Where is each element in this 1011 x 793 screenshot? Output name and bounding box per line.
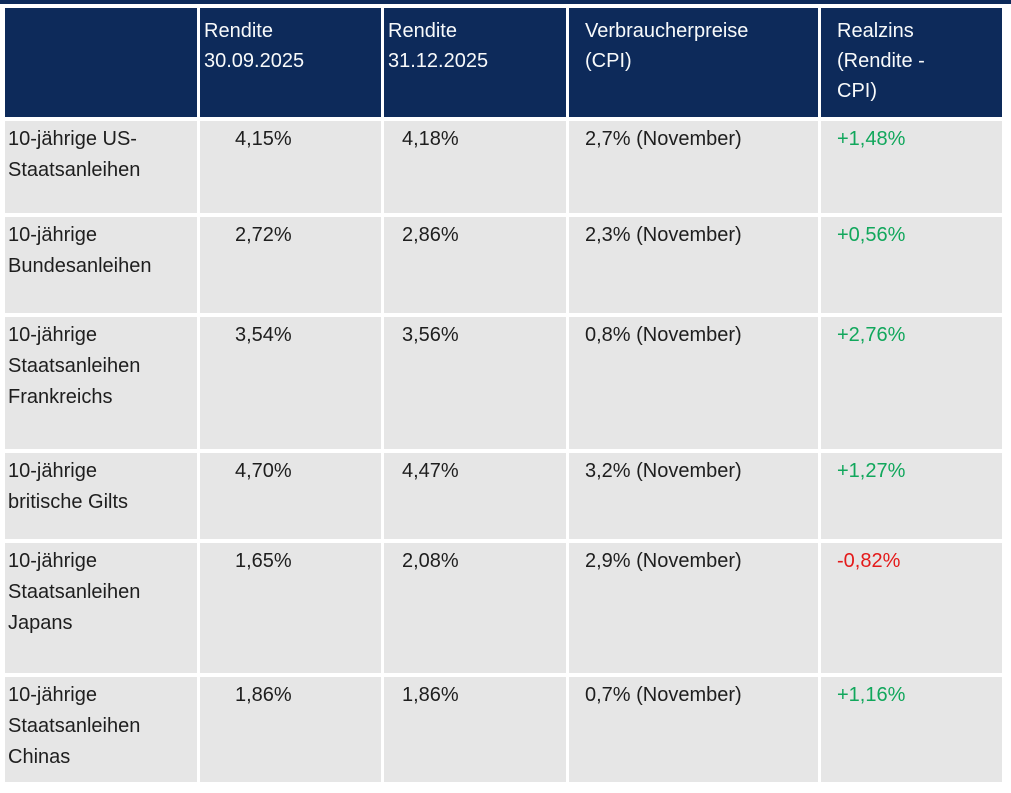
realzins-value: +1,48%: [821, 121, 1002, 213]
rendite-dec-value: 1,86%: [384, 677, 566, 782]
rendite-sept-value: 1,86%: [200, 677, 381, 782]
rendite-dec-value: 4,47%: [384, 453, 566, 539]
header-row: Rendite 30.09.2025 Rendite 31.12.2025 Ve…: [5, 8, 1002, 117]
header-cell-rendite-sept: Rendite 30.09.2025: [200, 8, 381, 117]
table-row-uk: 10-jährige britische Gilts 4,70% 4,47% 3…: [5, 453, 1002, 539]
realzins-value: +1,27%: [821, 453, 1002, 539]
row-label: 10-jährige Staatsanleihen Japans: [5, 543, 197, 673]
bond-yields-table: Rendite 30.09.2025 Rendite 31.12.2025 Ve…: [2, 4, 1005, 786]
header-cell-realzins: Realzins (Rendite - CPI): [821, 8, 1002, 117]
header-cell-empty: [5, 8, 197, 117]
rendite-sept-value: 4,15%: [200, 121, 381, 213]
rendite-dec-value: 2,86%: [384, 217, 566, 313]
row-label: 10-jährige US- Staatsanleihen: [5, 121, 197, 213]
header-cell-cpi: Verbraucherpreise (CPI): [569, 8, 818, 117]
table-row-us: 10-jährige US- Staatsanleihen 4,15% 4,18…: [5, 121, 1002, 213]
table-row-france: 10-jährige Staatsanleihen Frankreichs 3,…: [5, 317, 1002, 449]
rendite-sept-value: 3,54%: [200, 317, 381, 449]
table-row-japan: 10-jährige Staatsanleihen Japans 1,65% 2…: [5, 543, 1002, 673]
table-header: Rendite 30.09.2025 Rendite 31.12.2025 Ve…: [5, 8, 1002, 117]
rendite-dec-value: 4,18%: [384, 121, 566, 213]
header-cell-rendite-dec: Rendite 31.12.2025: [384, 8, 566, 117]
row-label: 10-jährige Staatsanleihen Chinas: [5, 677, 197, 782]
realzins-value: +0,56%: [821, 217, 1002, 313]
cpi-value: 2,3% (November): [569, 217, 818, 313]
table-row-bund: 10-jährige Bundesanleihen 2,72% 2,86% 2,…: [5, 217, 1002, 313]
realzins-value: +2,76%: [821, 317, 1002, 449]
cpi-value: 2,7% (November): [569, 121, 818, 213]
realzins-value: +1,16%: [821, 677, 1002, 782]
rendite-sept-value: 1,65%: [200, 543, 381, 673]
table-row-china: 10-jährige Staatsanleihen Chinas 1,86% 1…: [5, 677, 1002, 782]
cpi-value: 0,7% (November): [569, 677, 818, 782]
table-body: 10-jährige US- Staatsanleihen 4,15% 4,18…: [5, 121, 1002, 782]
top-border-rule: [0, 0, 1011, 4]
cpi-value: 2,9% (November): [569, 543, 818, 673]
rendite-dec-value: 2,08%: [384, 543, 566, 673]
row-label: 10-jährige britische Gilts: [5, 453, 197, 539]
row-label: 10-jährige Bundesanleihen: [5, 217, 197, 313]
cpi-value: 0,8% (November): [569, 317, 818, 449]
row-label: 10-jährige Staatsanleihen Frankreichs: [5, 317, 197, 449]
rendite-dec-value: 3,56%: [384, 317, 566, 449]
rendite-sept-value: 2,72%: [200, 217, 381, 313]
realzins-value: -0,82%: [821, 543, 1002, 673]
cpi-value: 3,2% (November): [569, 453, 818, 539]
rendite-sept-value: 4,70%: [200, 453, 381, 539]
